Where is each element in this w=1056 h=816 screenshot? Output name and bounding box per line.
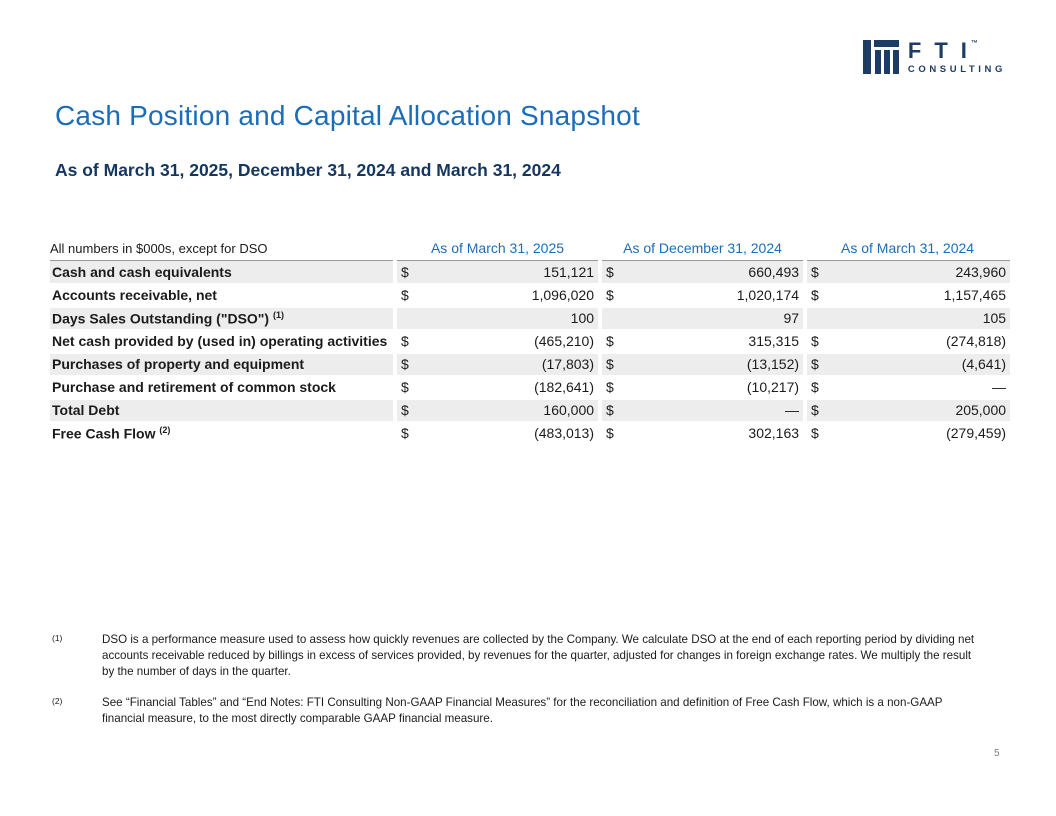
fti-column-icon (862, 40, 899, 74)
footnote-2-marker: (2) (52, 695, 63, 706)
table-row: Total Debt $160,000 $ — $205,000 (50, 398, 1011, 423)
row-label: Accounts receivable, net (50, 283, 395, 308)
cell-value: 100 (415, 306, 601, 331)
table-body: Cash and cash equivalents $151,121 $660,49… (50, 260, 1011, 446)
currency-symbol: $ (803, 283, 826, 308)
row-label: Total Debt (50, 398, 395, 423)
currency-symbol: $ (803, 260, 826, 285)
table-row: Purchases of property and equipment $ (17,… (50, 352, 1011, 377)
currency-symbol: $ (803, 352, 826, 377)
row-label: Free Cash Flow (2) (50, 421, 395, 446)
currency-symbol: $ (393, 329, 415, 354)
currency-symbol: $ (598, 283, 621, 308)
currency-symbol: $ (598, 260, 621, 285)
currency-symbol: $ (393, 398, 415, 423)
cell-value: (483,013) (415, 421, 601, 446)
cell-value: (182,641) (415, 375, 601, 400)
footnote-1: (1) DSO is a performance measure used to… (52, 632, 992, 680)
cell-value: 1,020,174 (620, 283, 806, 308)
row-label: Days Sales Outstanding ("DSO") (1) (50, 306, 395, 331)
row-label: Purchases of property and equipment (50, 352, 395, 377)
logo-text: FTI ™ CONSULTING (907, 38, 1006, 76)
page-subtitle: As of March 31, 2025, December 31, 2024 … (55, 160, 561, 180)
cell-value: 105 (825, 306, 1011, 331)
financial-table: All numbers in $000s, except for DSO As … (50, 240, 1011, 446)
currency-symbol: $ (803, 421, 826, 446)
column-header-q1-2025: As of March 31, 2025 (395, 240, 601, 261)
footnotes-section: (1) DSO is a performance measure used to… (52, 632, 992, 742)
logo-brand-name: FTI (907, 38, 980, 63)
currency-symbol: $ (393, 421, 415, 446)
cell-value: 1,157,465 (825, 283, 1011, 308)
currency-symbol: $ (598, 398, 621, 423)
footnote-1-marker: (1) (52, 633, 63, 643)
currency-symbol (598, 306, 621, 331)
currency-symbol: $ (393, 352, 415, 377)
page-number: 5 (994, 748, 1000, 759)
currency-symbol: $ (803, 375, 826, 400)
footnote-1-text: DSO is a performance measure used to ass… (102, 633, 975, 678)
currency-symbol: $ (803, 329, 826, 354)
footnote-2: (2) See “Financial Tables” and “End Note… (52, 695, 992, 727)
currency-symbol: $ (393, 283, 415, 308)
row-label: Cash and cash equivalents (50, 260, 395, 285)
currency-symbol: $ (598, 352, 621, 377)
cell-value: 151,121 (415, 260, 601, 285)
footnote-reference: (2) (159, 424, 171, 435)
currency-symbol: $ (598, 329, 621, 354)
footnote-reference: (1) (273, 309, 284, 320)
cell-value: (4,641) (825, 352, 1011, 377)
cell-value: 160,000 (415, 398, 601, 423)
currency-symbol (803, 306, 826, 331)
footnote-2-text: See “Financial Tables” and “End Notes: F… (102, 695, 943, 725)
cell-value: (17,803) (415, 352, 601, 377)
currency-symbol: $ (393, 375, 415, 400)
cell-value: 97 (620, 306, 806, 331)
currency-symbol: $ (803, 398, 826, 423)
row-label: Purchase and retirement of common stock (50, 375, 395, 400)
cell-value: 1,096,020 (415, 283, 601, 308)
currency-symbol (393, 306, 415, 331)
cell-value: (10,217) (620, 375, 806, 400)
cell-value: 660,493 (620, 260, 806, 285)
table-row: Net cash provided by (used in) operating… (50, 329, 1011, 354)
financial-table-wrapper: All numbers in $000s, except for DSO As … (50, 240, 1011, 446)
cell-value: (465,210) (415, 329, 601, 354)
row-label: Net cash provided by (used in) operating… (50, 329, 395, 354)
cell-value: 243,960 (825, 260, 1011, 285)
cell-value: — (825, 375, 1011, 400)
currency-symbol: $ (393, 260, 415, 285)
cell-value: 302,163 (620, 421, 806, 446)
table-header-row: All numbers in $000s, except for DSO As … (50, 240, 1011, 261)
currency-symbol: $ (598, 375, 621, 400)
currency-symbol: $ (598, 421, 621, 446)
column-header-q1-2024: As of March 31, 2024 (805, 240, 1011, 261)
page-title: Cash Position and Capital Allocation Sna… (55, 100, 640, 131)
table-row: Days Sales Outstanding ("DSO") (1) 100 97 1… (50, 306, 1011, 331)
cell-value: — (620, 398, 806, 423)
cell-value: 315,315 (620, 329, 806, 354)
cell-value: (13,152) (620, 352, 806, 377)
fti-consulting-logo: FTI ™ CONSULTING (862, 38, 1006, 76)
column-header-q4-2024: As of December 31, 2024 (600, 240, 806, 261)
table-row: Cash and cash equivalents $151,121 $660,49… (50, 260, 1011, 285)
table-row: Accounts receivable, net $1,096,020 $1,020… (50, 283, 1011, 308)
cell-value: 205,000 (825, 398, 1011, 423)
trademark-symbol: ™ (970, 40, 978, 47)
logo-subtext: CONSULTING (907, 64, 1006, 75)
table-row: Free Cash Flow (2) $ (483,013) $302,163 $ (27… (50, 421, 1011, 446)
table-units-note: All numbers in $000s, except for DSO (50, 240, 395, 261)
table-row: Purchase and retirement of common stock $… (50, 375, 1011, 400)
cell-value: (274,818) (825, 329, 1011, 354)
cell-value: (279,459) (825, 421, 1011, 446)
